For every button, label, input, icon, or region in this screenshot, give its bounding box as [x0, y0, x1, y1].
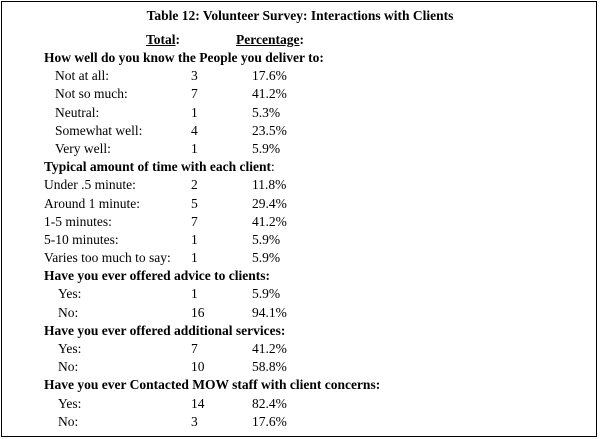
row-label: Yes:	[58, 286, 82, 302]
section-question: Have you ever offered advice to clients:	[0, 268, 600, 286]
row-total: 7	[191, 341, 198, 356]
column-header-total-colon: :	[175, 32, 181, 47]
row-label: No:	[58, 359, 79, 375]
table-row: Not so much: 7 41.2%	[0, 86, 600, 104]
row-label: Yes:	[58, 341, 82, 356]
row-total: 1	[191, 250, 198, 266]
row-total: 1	[191, 231, 198, 247]
row-total: 5	[191, 195, 198, 211]
row-label: Very well:	[55, 140, 111, 156]
row-percent: 41.2%	[252, 341, 287, 356]
row-percent: 82.4%	[252, 395, 287, 411]
table-row: Very well: 1 5.9%	[0, 141, 600, 159]
section-question: How well do you know the People you deli…	[0, 50, 600, 68]
row-label: No:	[58, 413, 79, 429]
table-row: No: 10 58.8%	[0, 359, 600, 377]
row-percent: 94.1%	[252, 304, 287, 320]
column-header-total: Total:	[146, 32, 180, 48]
row-label: 1-5 minutes:	[44, 213, 112, 229]
row-total: 1	[191, 104, 198, 120]
section-question: Have you ever Contacted MOW staff with c…	[0, 377, 600, 395]
row-percent: 17.6%	[252, 68, 287, 84]
survey-table-body: How well do you know the People you deli…	[0, 50, 600, 432]
row-total: 16	[191, 304, 205, 320]
row-percent: 5.9%	[252, 231, 281, 247]
column-header-percentage-colon: :	[299, 32, 304, 47]
table-row: No: 3 17.6%	[0, 414, 600, 432]
question-text: Have you ever offered advice to clients:	[44, 268, 270, 284]
row-label: 5-10 minutes:	[44, 231, 119, 247]
row-total: 4	[191, 122, 198, 138]
table-row: Yes: 14 82.4%	[0, 396, 600, 414]
row-percent: 41.2%	[252, 86, 287, 102]
question-suffix: :	[270, 159, 275, 175]
table-row: 5-10 minutes: 1 5.9%	[0, 232, 600, 250]
row-total: 1	[191, 286, 198, 302]
row-label: Around 1 minute:	[44, 195, 140, 211]
row-label: Not so much:	[55, 86, 128, 102]
table-row: Somewhat well: 4 23.5%	[0, 123, 600, 141]
table-row: 1-5 minutes: 7 41.2%	[0, 214, 600, 232]
table-row: Not at all: 3 17.6%	[0, 68, 600, 86]
column-header-percentage: Percentage:	[236, 32, 304, 48]
question-text: Typical amount of time with each client	[44, 159, 271, 175]
row-total: 1	[191, 140, 198, 156]
row-label: No:	[58, 304, 79, 320]
table-row: Neutral: 1 5.3%	[0, 105, 600, 123]
question-text: Have you ever offered additional service…	[44, 322, 286, 338]
row-percent: 5.9%	[252, 140, 281, 156]
table-title: Table 12: Volunteer Survey: Interactions…	[146, 8, 454, 23]
row-percent: 41.2%	[252, 213, 287, 229]
row-label: Varies too much to say:	[44, 250, 171, 266]
table-row: Yes: 7 41.2%	[0, 341, 600, 359]
row-percent: 5.9%	[252, 286, 281, 302]
section-question: Have you ever offered additional service…	[0, 323, 600, 341]
row-total: 2	[191, 177, 198, 193]
row-total: 3	[191, 413, 198, 429]
row-label: Neutral:	[55, 104, 100, 120]
section-question: Typical amount of time with each client:	[0, 159, 600, 177]
row-label: Somewhat well:	[55, 122, 143, 138]
row-label: Yes:	[58, 395, 82, 411]
column-header-percentage-label: Percentage	[236, 32, 300, 47]
row-percent: 5.9%	[252, 250, 281, 266]
row-total: 10	[191, 359, 205, 375]
question-text: Have you ever Contacted MOW staff with c…	[44, 377, 381, 393]
row-label: Not at all:	[55, 68, 109, 84]
row-percent: 11.8%	[252, 177, 287, 193]
row-total: 7	[191, 213, 198, 229]
table-row: Yes: 1 5.9%	[0, 286, 600, 304]
row-percent: 58.8%	[252, 359, 287, 375]
row-total: 3	[191, 68, 198, 84]
row-percent: 5.3%	[252, 104, 281, 120]
row-percent: 17.6%	[252, 413, 287, 429]
row-label: Under .5 minute:	[44, 177, 136, 193]
question-text: How well do you know the People you deli…	[44, 50, 324, 65]
table-row: Around 1 minute: 5 29.4%	[0, 196, 600, 214]
row-total: 14	[191, 395, 205, 411]
row-total: 7	[191, 86, 198, 102]
row-percent: 29.4%	[252, 195, 287, 211]
table-row: Varies too much to say: 1 5.9%	[0, 250, 600, 268]
table-row: Under .5 minute: 2 11.8%	[0, 177, 600, 195]
table-row: No: 16 94.1%	[0, 305, 600, 323]
row-percent: 23.5%	[252, 122, 287, 138]
column-header-total-label: Total	[146, 32, 176, 47]
